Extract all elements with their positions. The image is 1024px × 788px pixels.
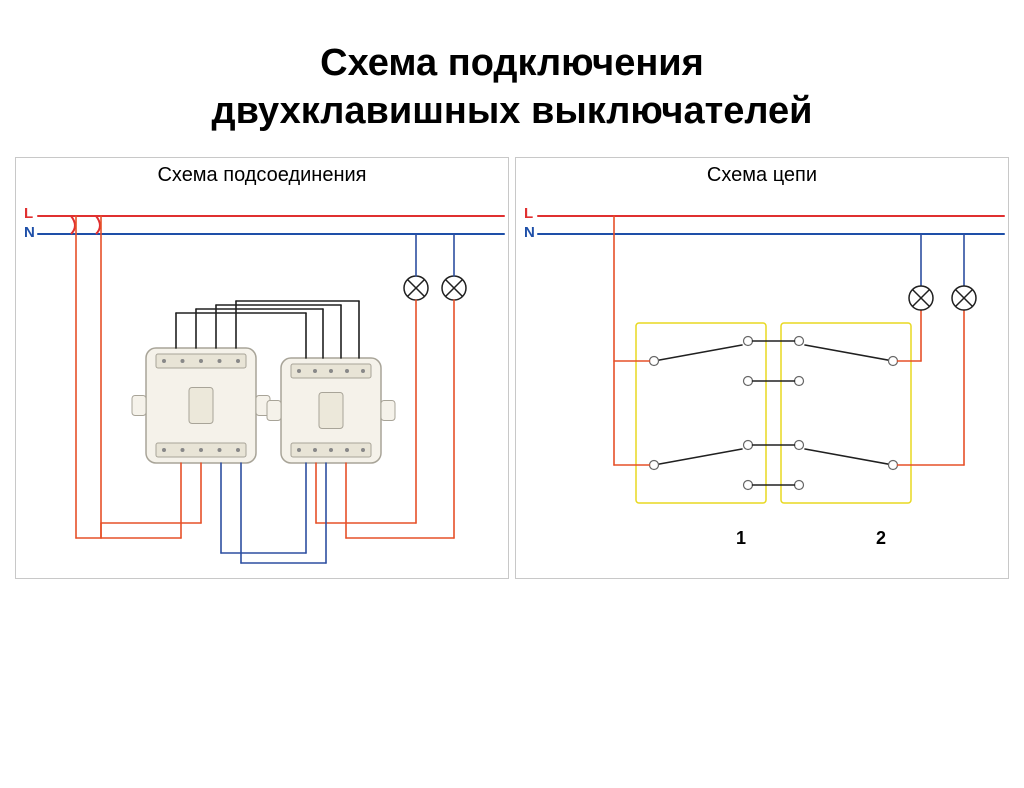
main-title: Схема подключения двухклавишных выключат… [80,40,944,135]
title-line-2: двухклавишных выключателей [211,90,812,132]
circuit-diagram-right [516,158,1008,578]
wiring-diagram-left [16,158,508,578]
panel-left: Схема подсоединения L N [15,157,509,579]
panel-right: Схема цепи L N 1 2 [515,157,1009,579]
panels-row: Схема подсоединения L N Схема цепи L N 1… [0,157,1024,579]
title-line-1: Схема подключения [320,42,704,84]
